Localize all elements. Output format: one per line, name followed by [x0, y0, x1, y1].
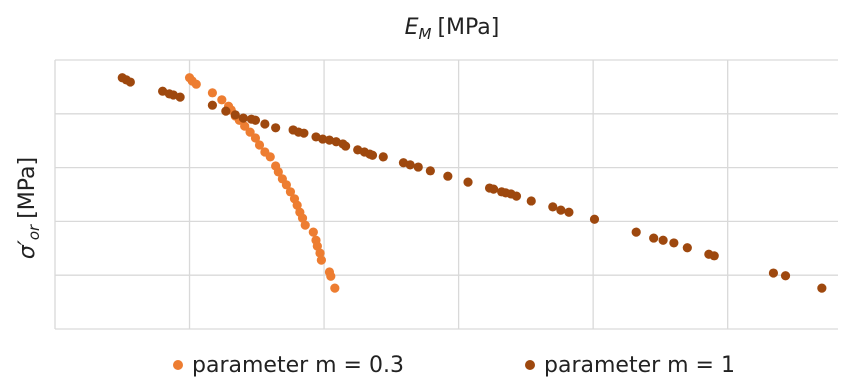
point [260, 119, 270, 129]
point [273, 167, 283, 177]
point [297, 213, 308, 223]
point [316, 255, 326, 265]
point [669, 238, 679, 248]
point [240, 121, 250, 131]
point [254, 140, 265, 150]
y-axis-title: σ′or [MPa] [15, 157, 43, 259]
point [230, 110, 240, 120]
point [191, 79, 201, 89]
x-title-unit: [MPa] [437, 15, 499, 40]
point [425, 166, 435, 176]
point [780, 271, 791, 281]
point [207, 88, 218, 98]
y-title-symbol: σ′ [15, 240, 40, 259]
point [443, 171, 453, 181]
point [367, 150, 378, 160]
legend-label: parameter m = 1 [544, 353, 735, 378]
point [285, 187, 296, 197]
point [340, 141, 351, 151]
point [682, 243, 692, 253]
point [245, 127, 255, 137]
x-title-subscript: M [419, 25, 432, 43]
point [207, 100, 218, 110]
y-title-subscript: or [25, 224, 43, 240]
point [281, 180, 292, 190]
point [330, 283, 340, 293]
point [548, 202, 558, 212]
point [649, 233, 659, 243]
point [463, 177, 473, 187]
point [238, 113, 248, 123]
point [413, 162, 423, 172]
x-title-symbol: E [405, 15, 419, 40]
plot-area [54, 59, 838, 330]
point [526, 196, 536, 206]
point [221, 106, 231, 116]
point [175, 92, 185, 102]
point [405, 160, 415, 170]
point [378, 152, 388, 162]
point [326, 271, 336, 281]
point [817, 283, 827, 293]
legend-label: parameter m = 0.3 [192, 353, 404, 378]
x-axis-title: EM [MPa] [405, 15, 500, 43]
point [271, 123, 281, 133]
point [265, 152, 275, 162]
point [631, 227, 641, 237]
point [511, 191, 522, 201]
point [299, 128, 309, 138]
point [300, 220, 310, 230]
point [589, 214, 600, 224]
point [292, 200, 302, 210]
point [312, 241, 322, 251]
point [488, 184, 499, 194]
point [250, 133, 261, 143]
point [658, 235, 668, 245]
point [315, 248, 325, 258]
point [250, 115, 261, 125]
point [125, 77, 135, 87]
legend-marker [525, 360, 535, 370]
point [709, 251, 719, 261]
point [308, 227, 318, 237]
legend: parameter m = 0.3 parameter m = 1 [173, 353, 735, 378]
legend-marker [173, 360, 183, 370]
point [556, 205, 566, 215]
point [768, 268, 779, 278]
point [217, 95, 227, 105]
y-title-unit: [MPa] [15, 157, 40, 219]
point [564, 207, 574, 217]
